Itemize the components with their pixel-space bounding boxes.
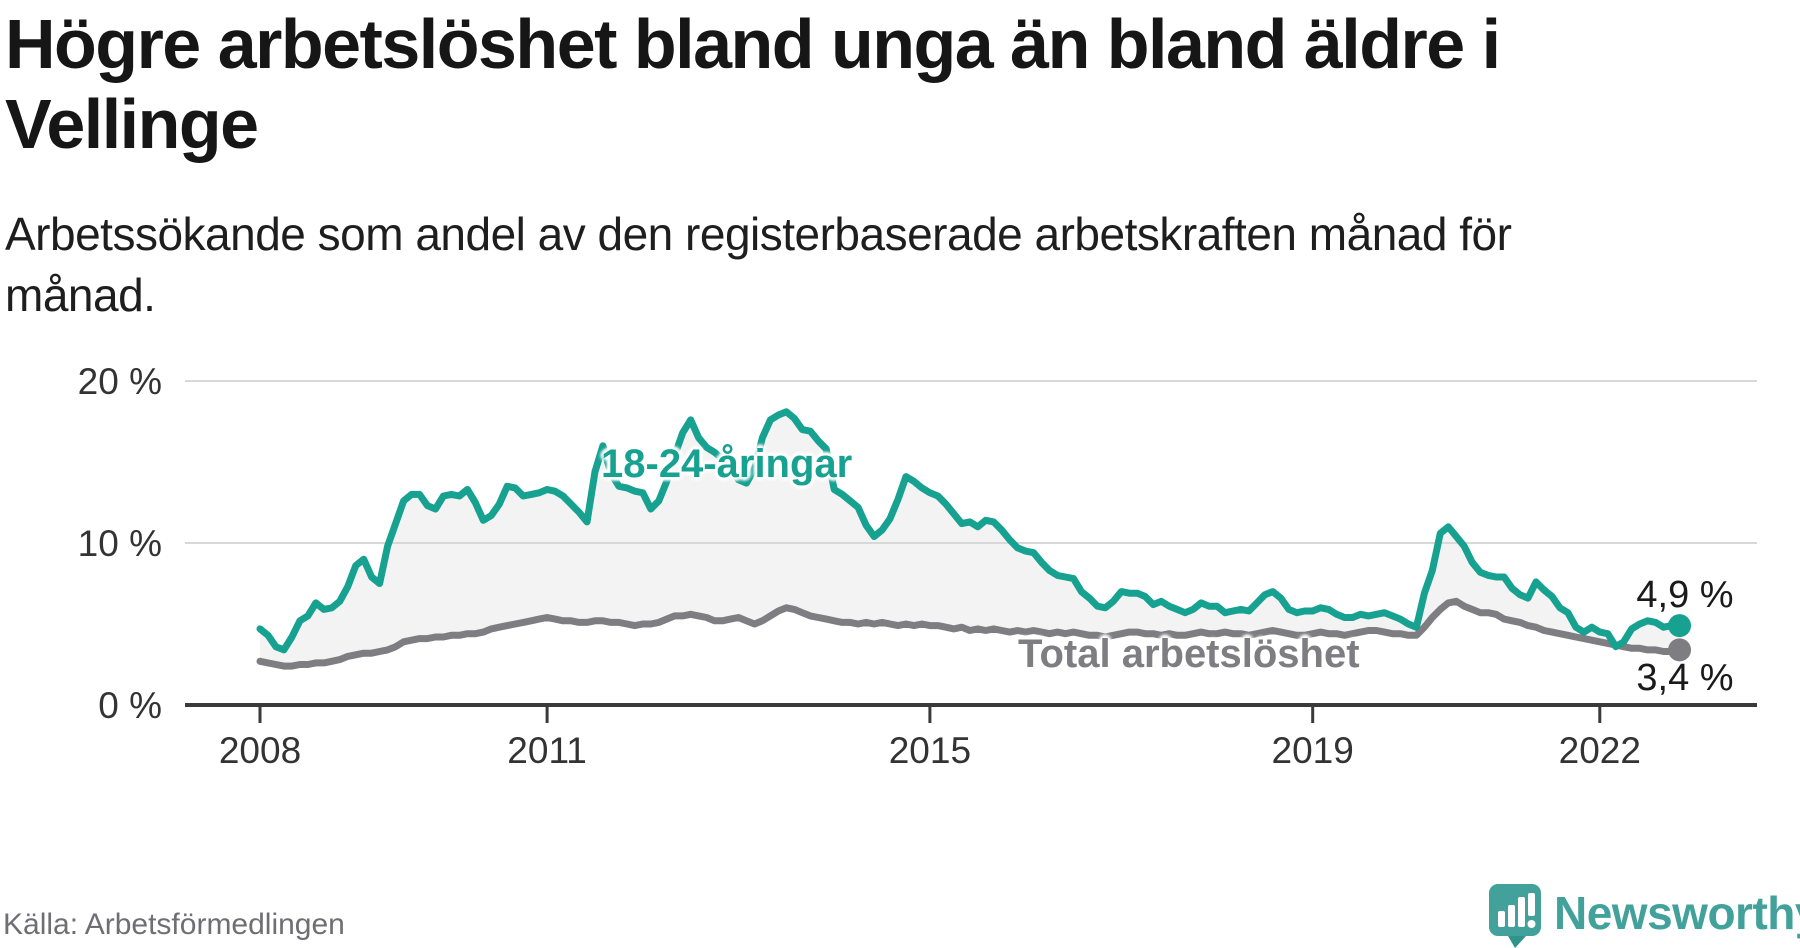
total-series-label: Total arbetslöshet bbox=[1018, 632, 1360, 676]
newsworthy-wordmark: Newsworthy bbox=[1554, 887, 1800, 939]
youth-end-value-label: 4,9 % bbox=[1636, 574, 1734, 616]
y-axis-tick-label-20: 20 % bbox=[78, 361, 162, 402]
total-end-value-label: 3,4 % bbox=[1636, 657, 1734, 699]
y-axis-tick-label-10: 10 % bbox=[78, 523, 162, 564]
total-series-line bbox=[256, 597, 1684, 670]
x-axis-tick-label-2011: 2011 bbox=[507, 730, 587, 771]
page-subtitle: Arbetssökande som andel av den registerb… bbox=[5, 208, 1512, 321]
x-axis-tick-label-2022: 2022 bbox=[1559, 730, 1641, 771]
x-axis-tick-label-2019: 2019 bbox=[1272, 730, 1354, 771]
x-axis-tick-label-2008: 2008 bbox=[219, 730, 301, 771]
chart-fill-area bbox=[260, 411, 1680, 667]
youth-end-dot bbox=[1668, 614, 1692, 638]
source-text: Källa: Arbetsförmedlingen bbox=[3, 908, 345, 941]
x-axis-tick-label-2015: 2015 bbox=[889, 730, 971, 771]
page-title: Högre arbetslöshet bland unga än bland ä… bbox=[5, 5, 1501, 163]
total-end-dot bbox=[1668, 638, 1692, 662]
newsworthy-logo-icon bbox=[1489, 884, 1541, 948]
youth-series-line bbox=[256, 408, 1684, 654]
youth-series-label: 18-24-åringar bbox=[601, 442, 853, 486]
y-axis-tick-label-0: 0 % bbox=[98, 685, 162, 726]
newsworthy-logo: Newsworthy bbox=[1488, 884, 1800, 948]
